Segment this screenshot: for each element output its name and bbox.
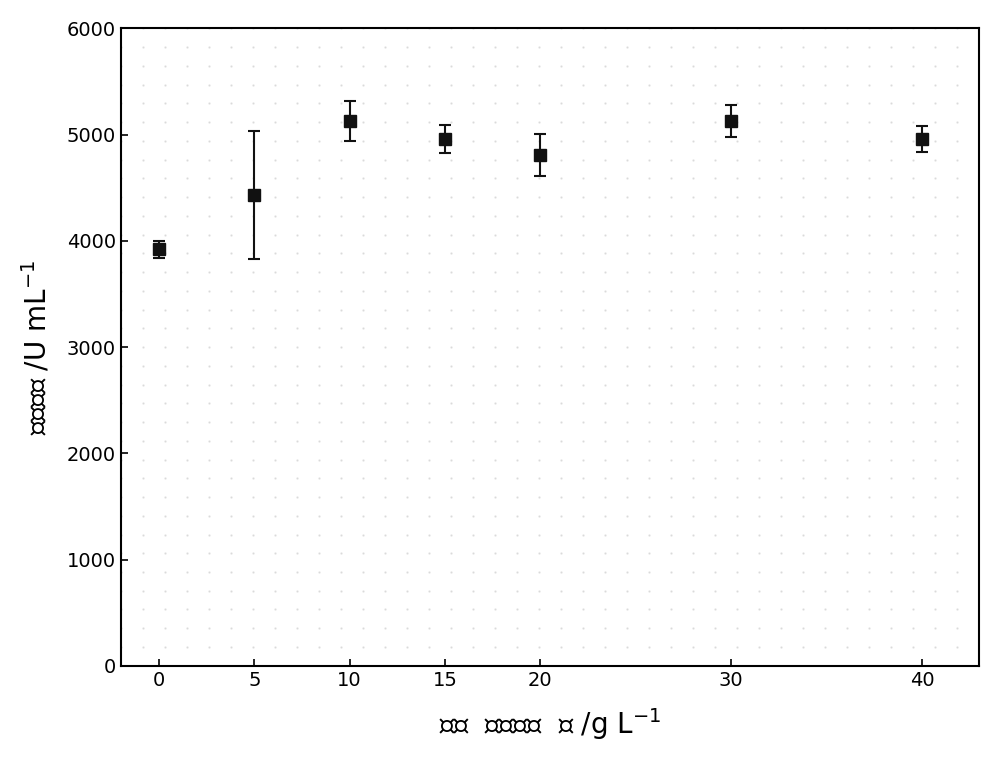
Y-axis label: 絮凝活性 /U mL$^{-1}$: 絮凝活性 /U mL$^{-1}$	[21, 259, 53, 435]
X-axis label: 谷氨  酸钠的浓  度 /g L$^{-1}$: 谷氨 酸钠的浓 度 /g L$^{-1}$	[439, 707, 661, 742]
